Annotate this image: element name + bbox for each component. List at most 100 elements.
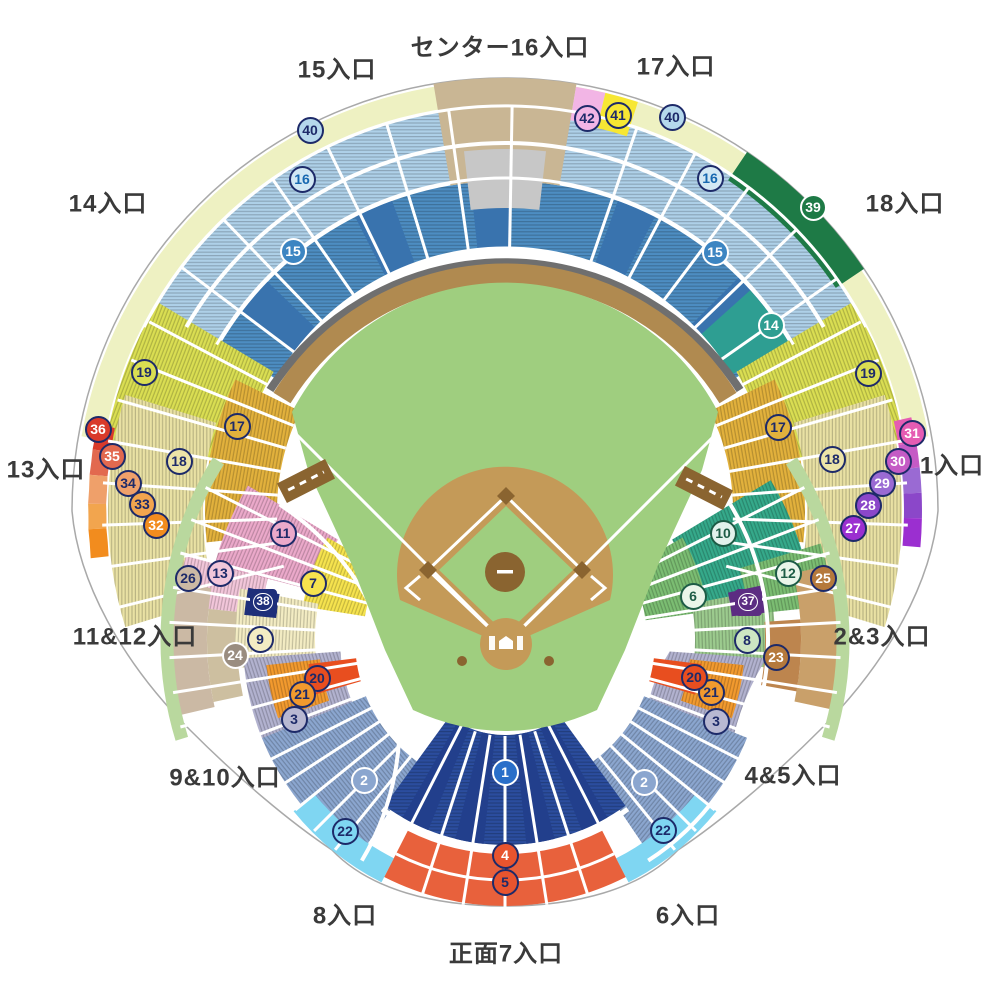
section-badge-22[interactable]: 22: [331, 817, 359, 845]
section-badge-number: 22: [655, 822, 671, 838]
section-badge-41[interactable]: 41: [604, 101, 632, 129]
section-badge-number: 7: [309, 575, 317, 591]
edge-strip-section[interactable]: [903, 492, 922, 519]
section-badge-number: 9: [256, 631, 264, 647]
aisle: [533, 730, 571, 837]
bullpen-path: [674, 465, 734, 511]
section-badge-6[interactable]: 6: [679, 582, 707, 610]
edge-strip-section[interactable]: [88, 474, 108, 504]
section-badge-3[interactable]: 3: [280, 705, 308, 733]
section-badge-9[interactable]: 9: [246, 625, 274, 653]
section-badge-18[interactable]: 18: [818, 445, 846, 473]
section-badge-15[interactable]: 15: [701, 238, 729, 266]
section-badge-35[interactable]: 35: [98, 442, 126, 470]
seating-section[interactable]: [588, 696, 748, 858]
seating-section[interactable]: [172, 582, 215, 715]
section-badge-number: 34: [120, 475, 136, 491]
section-badge-number: 25: [815, 570, 831, 586]
section-badge-20[interactable]: 20: [303, 664, 331, 692]
section-badge-16[interactable]: 16: [288, 165, 316, 193]
section-badge-5[interactable]: 5: [491, 868, 519, 896]
edge-strip-section[interactable]: [88, 528, 109, 559]
section-badge-29[interactable]: 29: [868, 469, 896, 497]
section-badge-27[interactable]: 27: [839, 514, 867, 542]
seating-section[interactable]: [728, 152, 864, 288]
aisle: [471, 734, 492, 844]
section-badge-20[interactable]: 20: [680, 663, 708, 691]
section-badge-number: 31: [904, 425, 920, 441]
section-badge-number: 24: [227, 647, 243, 663]
section-badge-36[interactable]: 36: [84, 415, 112, 443]
aisle: [169, 645, 366, 660]
section-badge-40[interactable]: 40: [658, 103, 686, 131]
section-badge-19[interactable]: 19: [854, 359, 882, 387]
edge-strip-section[interactable]: [88, 503, 107, 530]
section-badge-2[interactable]: 2: [630, 768, 658, 796]
section-badge-number: 21: [294, 686, 310, 702]
seating-section[interactable]: [355, 200, 415, 277]
section-badge-15[interactable]: 15: [279, 237, 307, 265]
section-badge-number: 3: [290, 711, 298, 727]
section-badge-11[interactable]: 11: [269, 519, 297, 547]
section-badge-17[interactable]: 17: [223, 412, 251, 440]
seating-section[interactable]: [219, 180, 791, 380]
section-badge-31[interactable]: 31: [898, 419, 926, 447]
section-badge-17[interactable]: 17: [764, 413, 792, 441]
section-badge-number: 28: [860, 497, 876, 513]
section-badge-8[interactable]: 8: [733, 626, 761, 654]
aisle: [518, 734, 539, 844]
section-badge-14[interactable]: 14: [757, 311, 785, 339]
aisle: [439, 730, 477, 837]
first-base: [573, 561, 591, 579]
batter-box-left: [489, 636, 495, 650]
edge-strip-section[interactable]: [901, 467, 922, 494]
section-badge-2[interactable]: 2: [350, 766, 378, 794]
section-badge-number: 21: [703, 684, 719, 700]
section-badge-number: 18: [171, 453, 187, 469]
section-badge-37[interactable]: 37: [734, 588, 762, 616]
section-badge-21[interactable]: 21: [288, 680, 316, 708]
section-badge-38[interactable]: 38: [249, 588, 277, 616]
section-badge-39[interactable]: 39: [799, 193, 827, 221]
second-base: [497, 487, 515, 505]
section-badge-25[interactable]: 25: [809, 564, 837, 592]
section-badge-3[interactable]: 3: [702, 707, 730, 735]
section-badge-12[interactable]: 12: [774, 559, 802, 587]
section-badge-30[interactable]: 30: [884, 447, 912, 475]
section-badge-23[interactable]: 23: [762, 643, 790, 671]
section-badge-7[interactable]: 7: [299, 569, 327, 597]
section-badge-26[interactable]: 26: [174, 564, 202, 592]
batter-box-right: [517, 636, 523, 650]
section-badge-24[interactable]: 24: [221, 641, 249, 669]
aisle: [619, 731, 716, 812]
section-badge-number: 2: [360, 772, 368, 788]
section-badge-18[interactable]: 18: [165, 447, 193, 475]
warning-track: [273, 263, 737, 404]
section-badge-number: 19: [860, 365, 876, 381]
third-base: [419, 561, 437, 579]
section-badge-number: 6: [689, 588, 697, 604]
section-badge-10[interactable]: 10: [709, 519, 737, 547]
coach-box: [590, 574, 608, 602]
section-badge-40[interactable]: 40: [296, 116, 324, 144]
section-badge-32[interactable]: 32: [142, 511, 170, 539]
section-badge-1[interactable]: 1: [491, 758, 519, 786]
section-badge-4[interactable]: 4: [491, 841, 519, 869]
section-badge-13[interactable]: 13: [206, 559, 234, 587]
section-badge-16[interactable]: 16: [696, 164, 724, 192]
section-badge-number: 2: [640, 774, 648, 790]
seating-section[interactable]: [793, 565, 837, 709]
section-badge-number: 40: [302, 122, 318, 138]
seating-section[interactable]: [595, 200, 655, 277]
section-badge-22[interactable]: 22: [649, 816, 677, 844]
seating-section[interactable]: [241, 281, 316, 353]
section-badge-28[interactable]: 28: [854, 491, 882, 519]
section-badge-42[interactable]: 42: [573, 104, 601, 132]
promenade-walkway: [160, 457, 224, 741]
section-badge-number: 18: [824, 451, 840, 467]
section-badge-19[interactable]: 19: [130, 358, 158, 386]
seating-section[interactable]: [700, 290, 788, 376]
edge-strip-section[interactable]: [902, 518, 922, 548]
